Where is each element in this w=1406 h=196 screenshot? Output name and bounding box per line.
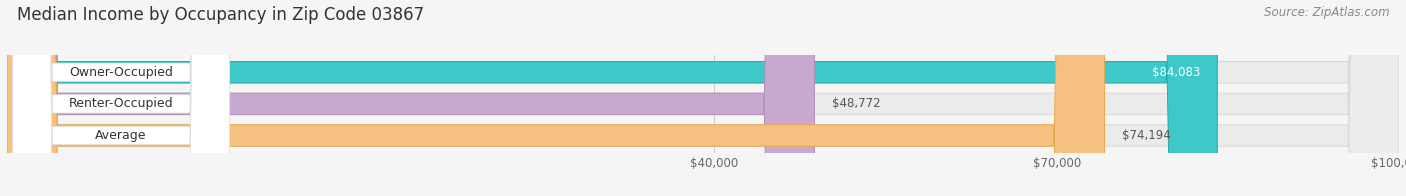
Text: Renter-Occupied: Renter-Occupied (69, 97, 173, 110)
Text: Source: ZipAtlas.com: Source: ZipAtlas.com (1264, 6, 1389, 19)
Text: Owner-Occupied: Owner-Occupied (69, 66, 173, 79)
FancyBboxPatch shape (13, 0, 229, 196)
Text: $74,194: $74,194 (1122, 129, 1170, 142)
Text: $48,772: $48,772 (831, 97, 880, 110)
FancyBboxPatch shape (7, 0, 1399, 196)
FancyBboxPatch shape (7, 0, 1399, 196)
FancyBboxPatch shape (7, 0, 814, 196)
FancyBboxPatch shape (13, 0, 229, 196)
FancyBboxPatch shape (7, 0, 1218, 196)
FancyBboxPatch shape (13, 0, 229, 196)
FancyBboxPatch shape (7, 0, 1105, 196)
FancyBboxPatch shape (7, 0, 1399, 196)
Text: Median Income by Occupancy in Zip Code 03867: Median Income by Occupancy in Zip Code 0… (17, 6, 425, 24)
Text: Average: Average (96, 129, 146, 142)
Text: $84,083: $84,083 (1152, 66, 1201, 79)
